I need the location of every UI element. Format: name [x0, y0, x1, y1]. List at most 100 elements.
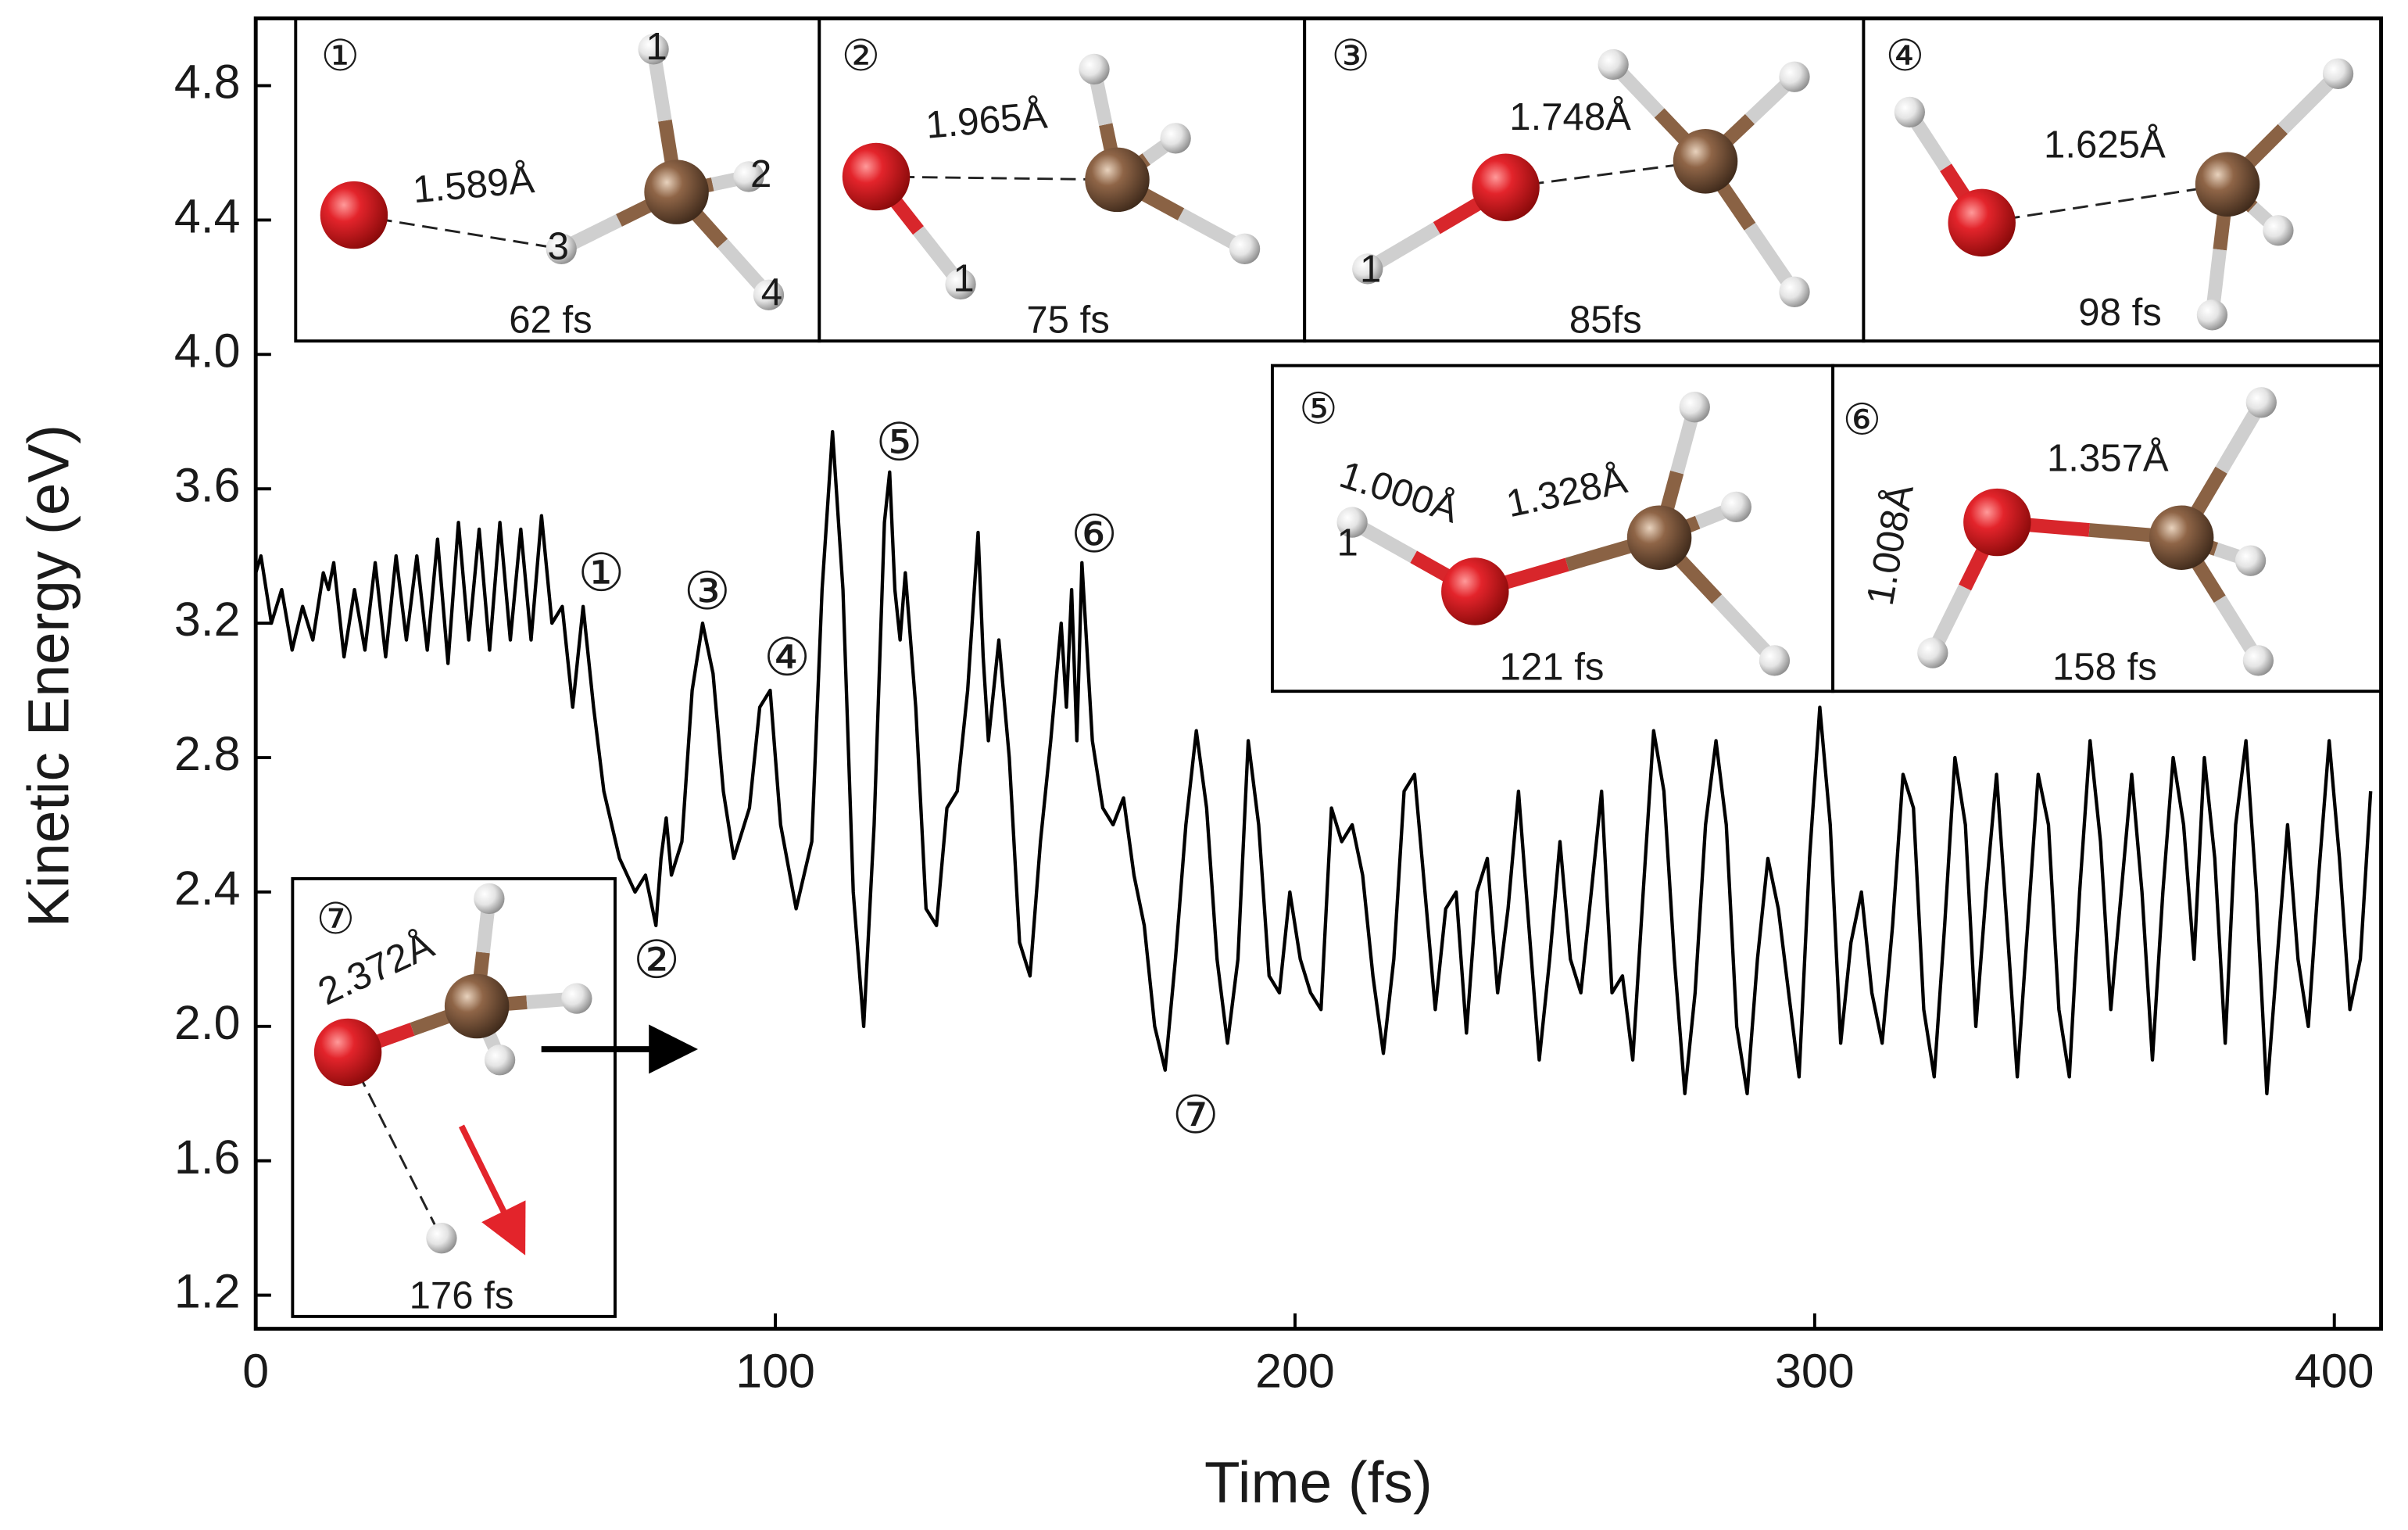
curve-marker: ⑤ — [876, 411, 923, 472]
x-axis-title: Time (fs) — [1204, 1449, 1433, 1515]
atom — [1598, 48, 1629, 81]
distance-label: 1.589Å — [411, 158, 536, 211]
atom — [1779, 276, 1810, 307]
y-tick-label: 1.6 — [174, 1130, 241, 1184]
x-tick-label: 300 — [1775, 1345, 1855, 1398]
atom — [474, 883, 505, 915]
inset: ④ 1.625Å 98 fs — [1862, 16, 2383, 343]
atom — [444, 973, 510, 1039]
atom — [1085, 147, 1150, 213]
inset-frame — [1303, 16, 1866, 343]
arrow — [458, 1124, 526, 1256]
distance-label: 1.625Å — [2044, 124, 2166, 167]
y-tick-label: 2.8 — [174, 727, 241, 780]
atom — [1472, 153, 1540, 221]
atom — [638, 34, 669, 65]
y-tick-label: 4.0 — [174, 324, 241, 377]
atom — [1626, 505, 1692, 570]
y-tick-label: 2.4 — [174, 862, 241, 915]
atom — [1948, 188, 2016, 257]
atom — [1229, 233, 1261, 264]
atom — [1963, 488, 2031, 557]
atom — [1679, 392, 1710, 423]
atom — [2245, 387, 2277, 418]
atom — [561, 983, 592, 1014]
distance-line — [875, 175, 1118, 181]
atom-label: 4 — [761, 271, 782, 314]
y-tick-label: 3.2 — [174, 593, 241, 646]
atom — [1894, 96, 1926, 128]
atom — [1079, 53, 1110, 85]
distance-line — [1981, 183, 2228, 224]
atom — [945, 268, 976, 300]
x-tick-label: 100 — [735, 1345, 815, 1398]
inset: ① 1.589Å 62 fs 1 2 3 4 — [294, 16, 821, 343]
atom — [2196, 299, 2228, 331]
plot-frame — [253, 16, 2384, 1331]
atom — [842, 142, 911, 211]
atom-label: 2 — [750, 153, 771, 195]
inset-label: ③ — [1331, 30, 1369, 81]
atom — [484, 1044, 516, 1076]
inset-label: ④ — [1886, 30, 1924, 81]
atom — [546, 233, 577, 264]
y-tick-label: 4.4 — [174, 190, 241, 243]
x-tick-label: 400 — [2295, 1345, 2374, 1398]
atom — [2195, 152, 2260, 217]
atom — [313, 1018, 382, 1087]
y-axis-title: Kinetic Energy (eV) — [16, 425, 81, 927]
time-label: 98 fs — [2078, 292, 2161, 334]
distance-label: 1.357Å — [2047, 436, 2169, 479]
atom-label: 3 — [548, 225, 569, 267]
inset-label: ⑤ — [1299, 384, 1337, 434]
atom — [2322, 58, 2354, 89]
time-label: 75 fs — [1026, 299, 1109, 342]
atom — [1352, 253, 1383, 285]
atom — [1779, 61, 1810, 92]
atom-label: 1 — [1337, 521, 1358, 564]
distance-label: 1.965Å — [924, 93, 1049, 146]
x-tick-label: 0 — [242, 1345, 269, 1398]
atom-label: 1 — [953, 258, 974, 300]
atom — [2234, 545, 2267, 576]
distance-label: 1.748Å — [1509, 95, 1631, 138]
inset-label: ⑦ — [317, 894, 355, 944]
time-label: 121 fs — [1500, 647, 1605, 689]
curve-marker: ⑥ — [1071, 503, 1118, 564]
distance-line — [353, 213, 562, 250]
atom-label: 1 — [646, 26, 667, 68]
x-tick-label: 200 — [1255, 1345, 1335, 1398]
atom — [1917, 637, 1948, 668]
time-label: 85fs — [1569, 299, 1642, 342]
atom — [1720, 491, 1751, 523]
y-tick-label: 1.2 — [174, 1265, 241, 1318]
inset: ③ 1.748Å 85fs 1 — [1303, 16, 1866, 343]
data-line — [254, 429, 2373, 1095]
inset-frame — [291, 876, 617, 1318]
time-label: 158 fs — [2052, 647, 2157, 689]
y-tick-label: 4.8 — [174, 56, 241, 109]
inset-label: ① — [321, 30, 360, 81]
time-label: 176 fs — [410, 1274, 514, 1317]
y-tick-label: 3.6 — [174, 458, 241, 511]
curve-marker: ④ — [764, 626, 810, 687]
curve-marker: ③ — [684, 561, 731, 622]
atom — [2263, 215, 2294, 246]
atom — [1160, 123, 1191, 154]
curve-marker: ⑦ — [1172, 1084, 1219, 1145]
atom — [1673, 129, 1738, 194]
atom — [2242, 645, 2274, 676]
y-tick-label: 2.0 — [174, 996, 241, 1049]
inset: ② 1.965Å 75 fs 1 — [818, 16, 1307, 343]
atom — [2149, 505, 2214, 570]
atom — [1441, 557, 1509, 625]
distance-line — [346, 1052, 443, 1239]
inset-label: ② — [842, 30, 880, 81]
atom — [644, 159, 709, 224]
inset-label: ⑥ — [1843, 394, 1881, 444]
atom-label: 1 — [1360, 249, 1381, 291]
atom — [320, 181, 388, 249]
